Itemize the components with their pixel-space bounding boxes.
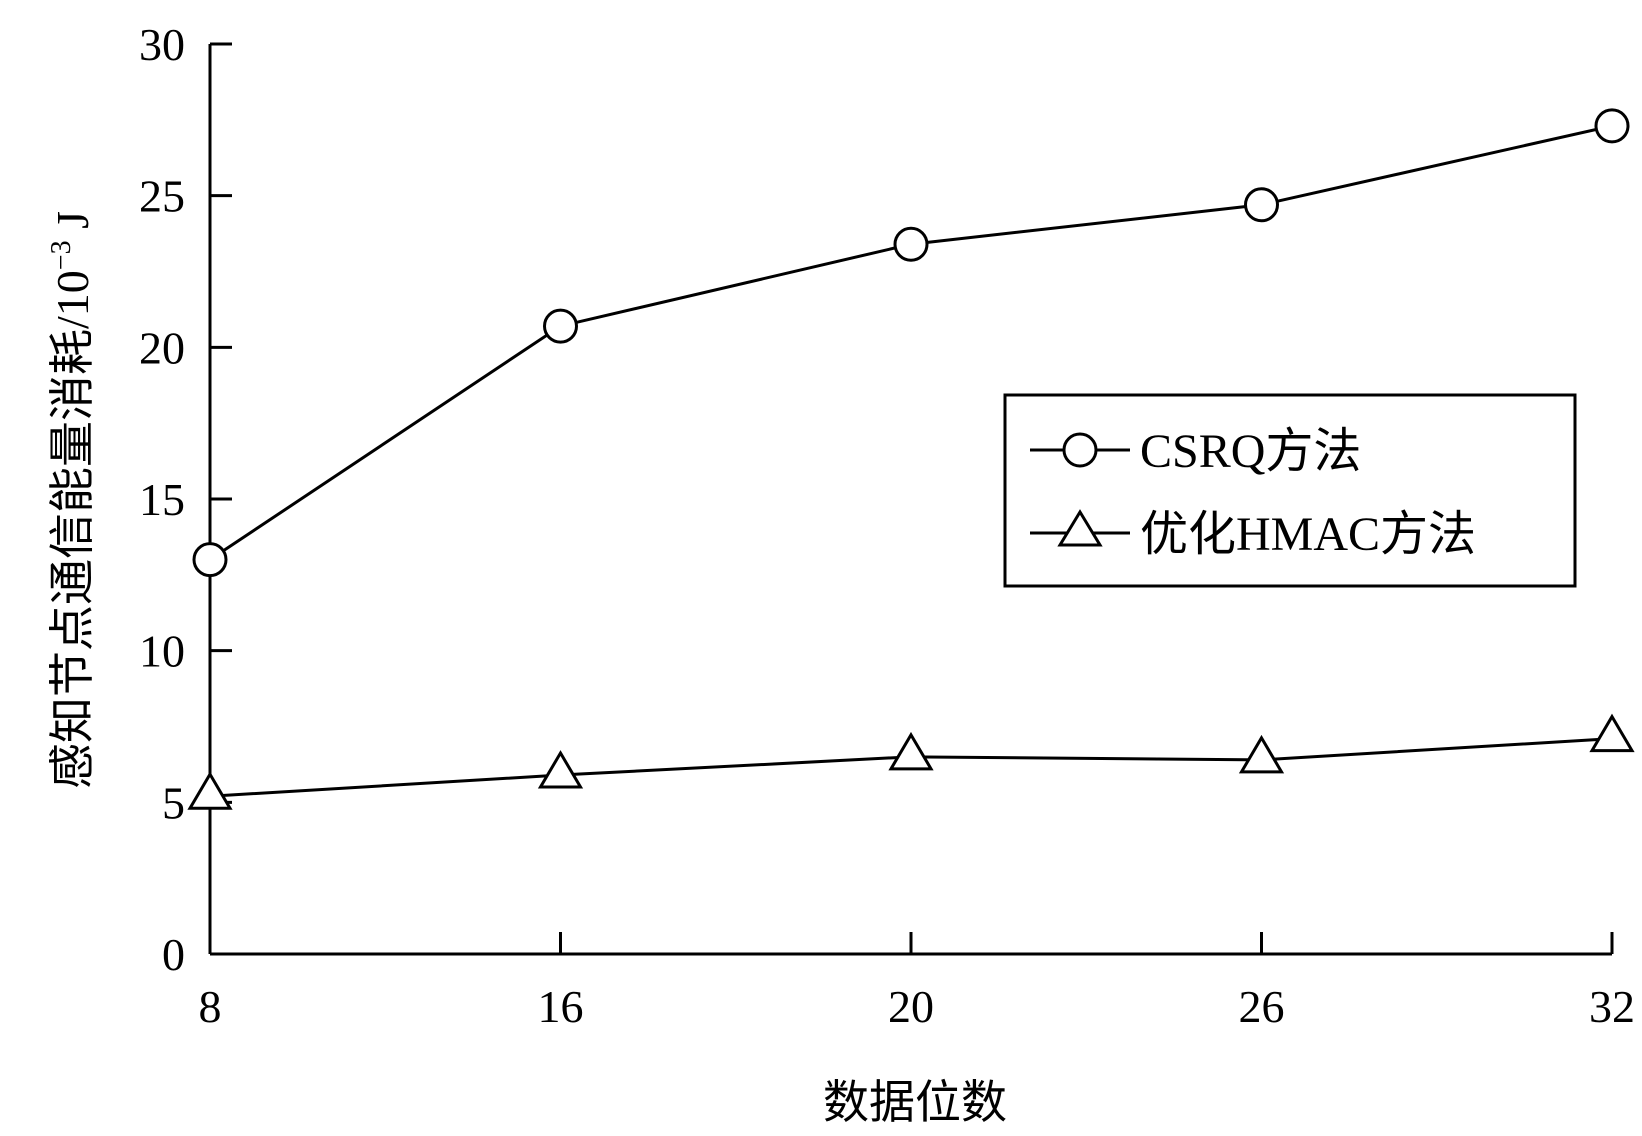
x-tick-label: 8	[199, 981, 222, 1032]
data-point-circle	[893, 226, 929, 262]
y-axis-title: 感知节点通信能量消耗/10−3 J	[46, 211, 98, 789]
legend: CSRQ方法 优化HMAC方法	[1003, 393, 1577, 588]
y-tick-label: 0	[162, 929, 185, 980]
x-tick-label: 16	[538, 981, 584, 1032]
y-tick-label: 25	[139, 171, 185, 222]
legend-box	[1003, 393, 1577, 588]
y-axis-title-exponent: −3	[46, 240, 77, 270]
data-point-circle	[192, 542, 228, 578]
legend-marker-circle	[1062, 432, 1098, 468]
data-point-circle	[1244, 187, 1279, 223]
x-tick-label: 32	[1589, 981, 1635, 1032]
y-tick-label: 5	[162, 777, 185, 828]
x-axis-title: 数据位数	[823, 1077, 1007, 1128]
y-tick-label: 15	[139, 474, 185, 525]
legend-label-csrq: CSRQ方法	[1140, 425, 1361, 478]
series-layer	[187, 108, 1635, 810]
y-tick-label: 30	[139, 19, 185, 70]
data-point-circle	[543, 308, 578, 344]
data-point-triangle	[537, 750, 584, 789]
data-point-triangle	[888, 731, 934, 771]
x-ticks: 8 16 20 26 32	[199, 932, 1635, 1032]
y-axis-title-unit: J	[47, 211, 98, 240]
data-point-triangle	[1238, 734, 1285, 774]
y-tick-label: 10	[139, 626, 185, 677]
legend-marker-triangle	[1057, 509, 1103, 547]
y-ticks: 0 5 10 15 20 25 30	[139, 19, 232, 980]
data-point-triangle	[187, 771, 233, 810]
x-tick-label: 26	[1239, 981, 1285, 1032]
data-point-triangle	[1589, 713, 1635, 753]
x-tick-label: 20	[888, 981, 934, 1032]
y-tick-label: 20	[139, 322, 185, 373]
legend-label-hmac: 优化HMAC方法	[1140, 508, 1476, 561]
y-axis-title-main: 感知节点通信能量消耗/10	[47, 270, 98, 789]
data-point-circle	[1594, 108, 1630, 144]
